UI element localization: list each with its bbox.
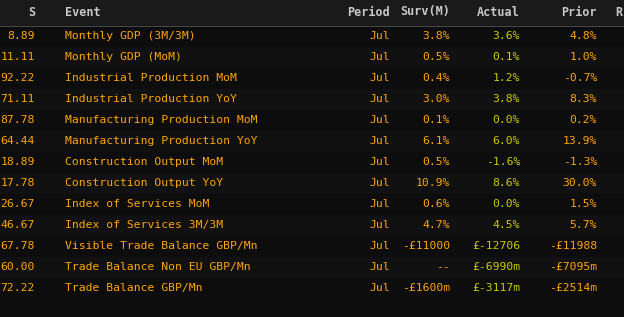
Text: Trade Balance Non EU GBP/Mn: Trade Balance Non EU GBP/Mn — [65, 262, 251, 272]
Text: Jul: Jul — [369, 31, 390, 41]
Text: 1.5%: 1.5% — [570, 199, 597, 209]
Text: 1.0%: 1.0% — [570, 52, 597, 62]
Bar — [0, 88, 624, 109]
Text: 8.6%: 8.6% — [492, 178, 520, 188]
Text: Period: Period — [347, 5, 390, 18]
Text: Index of Services 3M/3M: Index of Services 3M/3M — [65, 220, 223, 230]
Text: Jul: Jul — [369, 199, 390, 209]
Text: -£7095m: -£7095m — [549, 262, 597, 272]
Text: Jul: Jul — [369, 178, 390, 188]
Text: 0.6%: 0.6% — [422, 199, 450, 209]
Text: R: R — [615, 5, 622, 18]
Text: 60.00: 60.00 — [1, 262, 35, 272]
Bar — [0, 68, 624, 88]
Text: -1.6%: -1.6% — [485, 157, 520, 167]
Text: -£2514m: -£2514m — [549, 283, 597, 293]
Text: -£1600m: -£1600m — [402, 283, 450, 293]
Text: £-12706: £-12706 — [472, 241, 520, 251]
Bar — [0, 236, 624, 256]
Text: Surv(M): Surv(M) — [400, 5, 450, 18]
Text: Actual: Actual — [477, 5, 520, 18]
Text: -£11988: -£11988 — [549, 241, 597, 251]
Bar — [0, 172, 624, 193]
Text: Monthly GDP (MoM): Monthly GDP (MoM) — [65, 52, 182, 62]
Text: 0.0%: 0.0% — [492, 115, 520, 125]
Text: 8.3%: 8.3% — [570, 94, 597, 104]
Text: 1.2%: 1.2% — [492, 73, 520, 83]
Text: Visible Trade Balance GBP/Mn: Visible Trade Balance GBP/Mn — [65, 241, 258, 251]
Text: 26.67: 26.67 — [1, 199, 35, 209]
Text: 3.0%: 3.0% — [422, 94, 450, 104]
Bar — [0, 47, 624, 68]
Text: 72.22: 72.22 — [1, 283, 35, 293]
Text: 67.78: 67.78 — [1, 241, 35, 251]
Text: 4.8%: 4.8% — [570, 31, 597, 41]
Text: 8.89: 8.89 — [7, 31, 35, 41]
Text: Jul: Jul — [369, 241, 390, 251]
Text: Construction Output MoM: Construction Output MoM — [65, 157, 223, 167]
Text: -0.7%: -0.7% — [563, 73, 597, 83]
Text: 0.0%: 0.0% — [492, 199, 520, 209]
Text: --: -- — [436, 262, 450, 272]
Bar — [0, 131, 624, 152]
Text: Jul: Jul — [369, 94, 390, 104]
Text: 92.22: 92.22 — [1, 73, 35, 83]
Text: 10.9%: 10.9% — [416, 178, 450, 188]
Text: 0.5%: 0.5% — [422, 157, 450, 167]
Text: Jul: Jul — [369, 157, 390, 167]
Text: Industrial Production YoY: Industrial Production YoY — [65, 94, 237, 104]
Text: Event: Event — [65, 5, 100, 18]
Text: 64.44: 64.44 — [1, 136, 35, 146]
Text: 0.2%: 0.2% — [570, 115, 597, 125]
Text: Manufacturing Production MoM: Manufacturing Production MoM — [65, 115, 258, 125]
Text: -1.3%: -1.3% — [563, 157, 597, 167]
Bar — [0, 0, 624, 25]
Text: 6.0%: 6.0% — [492, 136, 520, 146]
Bar — [0, 277, 624, 299]
Text: Industrial Production MoM: Industrial Production MoM — [65, 73, 237, 83]
Text: 3.6%: 3.6% — [492, 31, 520, 41]
Text: £-6990m: £-6990m — [472, 262, 520, 272]
Text: 4.7%: 4.7% — [422, 220, 450, 230]
Text: 6.1%: 6.1% — [422, 136, 450, 146]
Bar — [0, 256, 624, 277]
Text: 0.1%: 0.1% — [422, 115, 450, 125]
Text: Jul: Jul — [369, 220, 390, 230]
Bar — [0, 215, 624, 236]
Text: 18.89: 18.89 — [1, 157, 35, 167]
Text: Manufacturing Production YoY: Manufacturing Production YoY — [65, 136, 258, 146]
Bar — [0, 152, 624, 172]
Text: 5.7%: 5.7% — [570, 220, 597, 230]
Text: Jul: Jul — [369, 136, 390, 146]
Text: 30.0%: 30.0% — [563, 178, 597, 188]
Text: 71.11: 71.11 — [1, 94, 35, 104]
Bar — [0, 25, 624, 47]
Text: 11.11: 11.11 — [1, 52, 35, 62]
Text: Construction Output YoY: Construction Output YoY — [65, 178, 223, 188]
Text: S: S — [28, 5, 35, 18]
Text: Jul: Jul — [369, 73, 390, 83]
Text: Monthly GDP (3M/3M): Monthly GDP (3M/3M) — [65, 31, 196, 41]
Text: Trade Balance GBP/Mn: Trade Balance GBP/Mn — [65, 283, 203, 293]
Text: 3.8%: 3.8% — [422, 31, 450, 41]
Text: 0.1%: 0.1% — [492, 52, 520, 62]
Text: Prior: Prior — [562, 5, 597, 18]
Text: -£11000: -£11000 — [402, 241, 450, 251]
Text: 87.78: 87.78 — [1, 115, 35, 125]
Text: Jul: Jul — [369, 52, 390, 62]
Text: Jul: Jul — [369, 283, 390, 293]
Text: £-3117m: £-3117m — [472, 283, 520, 293]
Bar — [0, 193, 624, 215]
Text: 4.5%: 4.5% — [492, 220, 520, 230]
Text: 46.67: 46.67 — [1, 220, 35, 230]
Text: 0.5%: 0.5% — [422, 52, 450, 62]
Text: Index of Services MoM: Index of Services MoM — [65, 199, 210, 209]
Text: Jul: Jul — [369, 262, 390, 272]
Text: 3.8%: 3.8% — [492, 94, 520, 104]
Text: Jul: Jul — [369, 115, 390, 125]
Text: 17.78: 17.78 — [1, 178, 35, 188]
Bar — [0, 109, 624, 131]
Text: 13.9%: 13.9% — [563, 136, 597, 146]
Text: 0.4%: 0.4% — [422, 73, 450, 83]
